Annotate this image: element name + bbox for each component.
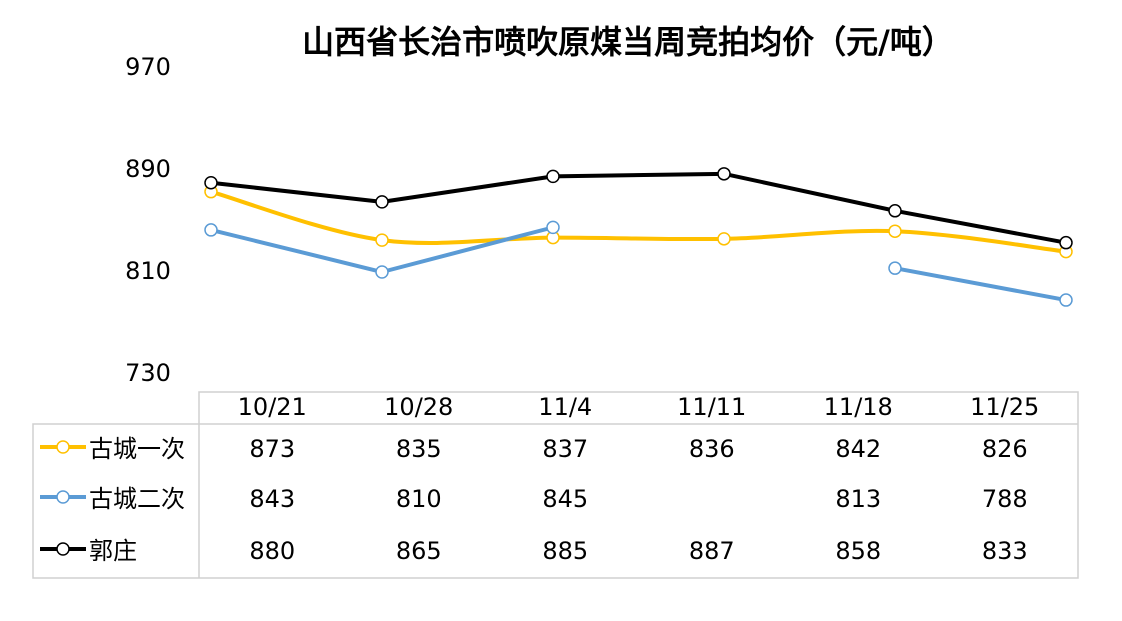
series-marker	[888, 224, 902, 238]
series-marker	[1059, 293, 1073, 307]
legend-marker	[56, 490, 70, 504]
series-marker	[717, 167, 731, 181]
legend-marker	[56, 440, 70, 454]
table-value: 837	[542, 435, 588, 463]
x-tick-label: 10/21	[238, 393, 307, 421]
legend-marker	[56, 542, 70, 556]
table-value: 836	[689, 435, 735, 463]
legend-label: 郭庄	[89, 537, 137, 565]
legend-label: 古城二次	[89, 485, 185, 513]
table-value: 885	[542, 537, 588, 565]
series-marker	[888, 261, 902, 275]
y-tick-label: 970	[125, 53, 171, 81]
series-marker	[375, 265, 389, 279]
series-marker	[204, 223, 218, 237]
x-tick-label: 11/25	[970, 393, 1039, 421]
series-line	[210, 189, 1067, 254]
table-value: 865	[396, 537, 442, 565]
y-tick-label: 890	[125, 155, 171, 183]
table-value: 788	[982, 485, 1028, 513]
table-value: 810	[396, 485, 442, 513]
series-marker	[1059, 235, 1073, 250]
x-tick-label: 10/28	[384, 393, 453, 421]
x-tick-label: 11/18	[824, 393, 893, 421]
series-marker	[375, 195, 389, 209]
table-value: 880	[249, 537, 295, 565]
table-value: 835	[396, 435, 442, 463]
x-tick-label: 11/11	[677, 393, 746, 421]
table-value: 843	[249, 485, 295, 513]
y-tick-label: 730	[125, 359, 171, 387]
table-value: 826	[982, 435, 1028, 463]
series-marker	[375, 233, 389, 247]
table-value: 858	[835, 537, 881, 565]
series-marker	[717, 232, 731, 246]
table-value: 873	[249, 435, 295, 463]
chart-title: 山西省长治市喷吹原煤当周竞拍均价（元/吨）	[302, 23, 954, 61]
series-line	[894, 266, 1067, 303]
y-tick-label: 810	[125, 257, 171, 285]
table-value: 813	[835, 485, 881, 513]
x-tick-label: 11/4	[538, 393, 592, 421]
legend-label: 古城一次	[89, 435, 185, 463]
table-value: 842	[835, 435, 881, 463]
series-line	[210, 171, 1067, 245]
table-value: 887	[689, 537, 735, 565]
table-border	[32, 391, 1079, 579]
series-marker	[888, 204, 902, 218]
series-marker	[546, 220, 560, 235]
table-value: 845	[542, 485, 588, 513]
series-marker	[204, 176, 218, 190]
table-value: 833	[982, 537, 1028, 565]
series-marker	[546, 169, 560, 184]
